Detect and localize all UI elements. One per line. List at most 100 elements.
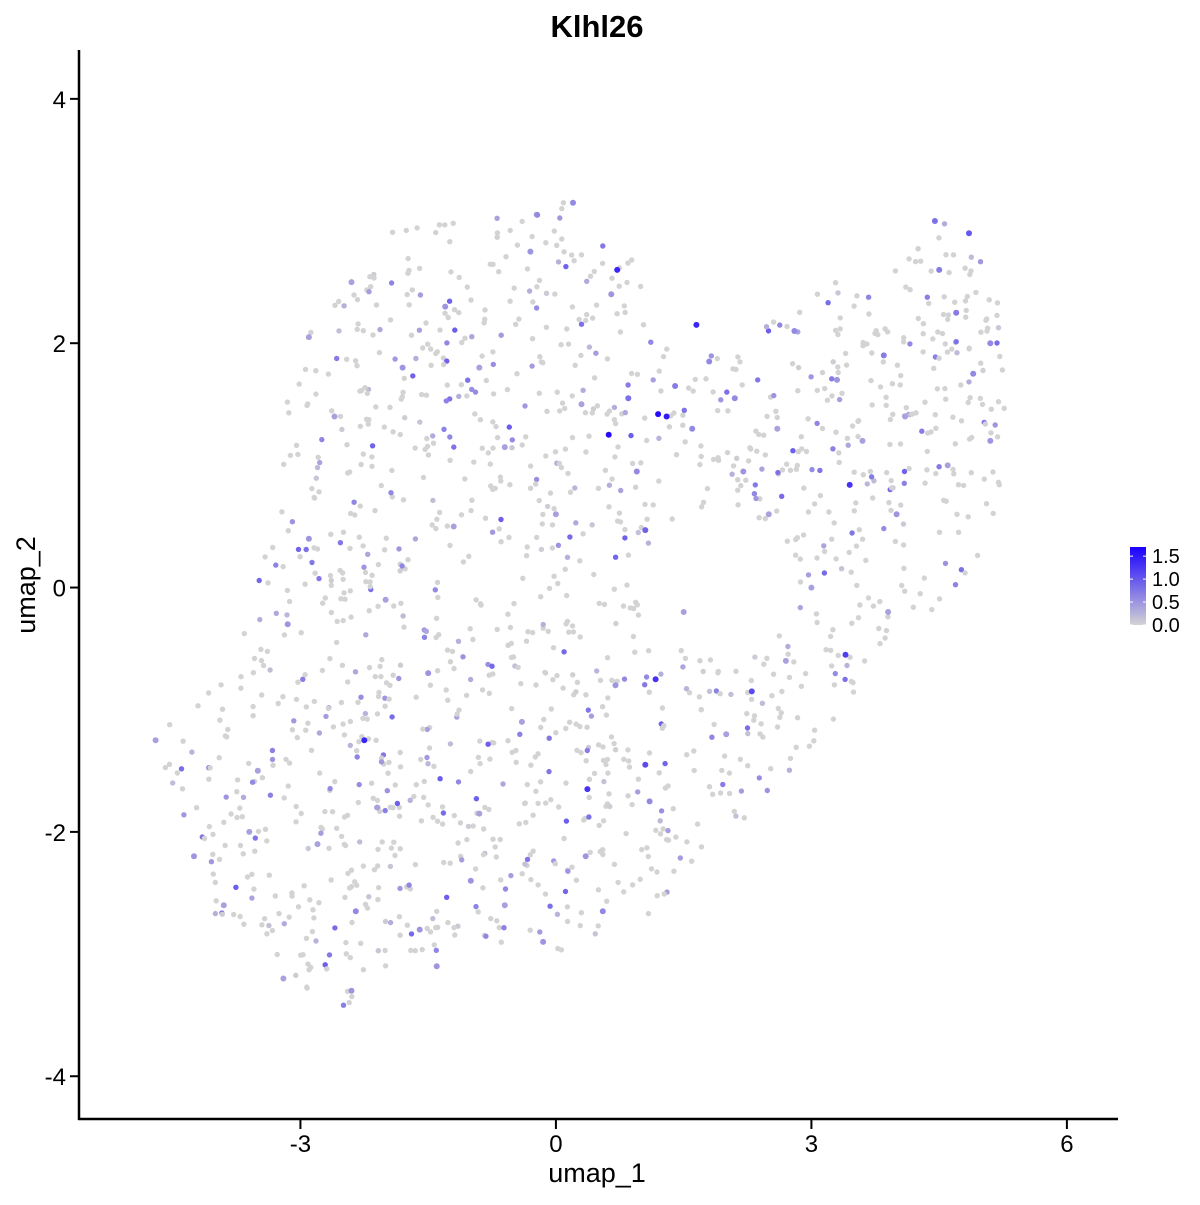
background-cell-point [494, 434, 501, 441]
background-cell-point [968, 470, 974, 476]
colorbar-legend: 1.51.00.50.0 [1130, 546, 1180, 637]
background-cell-point [524, 266, 531, 272]
background-cell-point [618, 487, 624, 494]
background-cell-point [206, 823, 213, 830]
background-cell-point [308, 329, 314, 336]
background-cell-point [464, 284, 470, 290]
background-cell-point [621, 889, 627, 895]
background-cell-point [555, 945, 561, 952]
background-cell-point [583, 692, 589, 698]
background-cell-point [337, 540, 344, 546]
background-cell-point [864, 341, 870, 347]
background-cell-point [468, 768, 474, 775]
background-cell-point [826, 509, 832, 515]
background-cell-point [561, 649, 567, 655]
background-cell-point [337, 413, 344, 420]
background-cell-point [821, 543, 827, 549]
background-cell-point [646, 689, 652, 695]
background-cell-point [509, 437, 515, 443]
data-point [348, 987, 355, 994]
background-cell-point [774, 414, 780, 421]
background-cell-point [509, 445, 515, 451]
background-cell-point [650, 502, 656, 508]
background-cell-point [518, 680, 524, 687]
background-cell-point [508, 654, 515, 661]
background-cell-point [533, 682, 539, 688]
background-cell-point [316, 730, 323, 736]
background-cell-point [665, 783, 671, 789]
background-cell-point [811, 727, 818, 733]
background-cell-point [428, 362, 434, 368]
background-cell-point [536, 277, 543, 284]
background-cell-point [829, 393, 835, 399]
background-cell-point [489, 529, 496, 535]
background-cell-point [342, 894, 348, 901]
y-tick-label: 2 [53, 331, 66, 358]
background-cell-point [174, 770, 180, 776]
background-cell-point [915, 315, 921, 322]
background-cell-point [206, 776, 212, 782]
background-cell-point [853, 500, 859, 506]
background-cell-point [595, 923, 601, 929]
background-cell-point [527, 927, 533, 933]
background-cell-point [902, 588, 908, 594]
background-cell-point [569, 623, 576, 629]
background-cell-point [950, 466, 956, 473]
data-point [476, 810, 483, 817]
background-cell-point [851, 303, 857, 309]
background-cell-point [507, 227, 513, 234]
background-cell-point [774, 508, 780, 514]
data-point [501, 902, 508, 909]
background-cell-point [420, 345, 426, 351]
background-cell-point [612, 454, 618, 460]
background-cell-point [166, 761, 173, 767]
background-cell-point [929, 606, 935, 613]
background-cell-point [329, 809, 336, 815]
background-cell-point [450, 220, 456, 226]
background-cell-point [935, 329, 941, 335]
background-cell-point [604, 655, 611, 661]
background-cell-point [888, 507, 894, 514]
background-cell-point [844, 435, 851, 441]
background-cell-point [399, 563, 405, 569]
background-cell-point [265, 580, 271, 586]
data-point [791, 328, 798, 334]
background-cell-point [293, 803, 299, 810]
background-cell-point [347, 588, 353, 594]
background-cell-point [563, 263, 569, 270]
background-cell-point [281, 921, 287, 927]
background-cell-point [589, 315, 596, 321]
background-cell-point [483, 933, 489, 939]
background-cell-point [398, 600, 404, 606]
background-cell-point [1001, 405, 1007, 411]
data-point [774, 425, 781, 432]
background-cell-point [784, 323, 790, 330]
background-cell-point [635, 789, 641, 795]
background-cell-point [661, 723, 667, 729]
background-cell-point [738, 482, 744, 489]
background-cell-point [513, 759, 519, 765]
background-cell-point [621, 676, 628, 682]
background-cell-point [967, 395, 973, 401]
background-cell-point [360, 715, 366, 722]
background-cell-point [563, 780, 569, 786]
background-cell-point [845, 442, 851, 448]
background-cell-point [564, 592, 570, 599]
data-point [570, 199, 576, 206]
background-cell-point [797, 579, 804, 585]
background-cell-point [933, 470, 939, 477]
background-cell-point [560, 200, 567, 206]
background-cell-point [533, 788, 539, 794]
background-cell-point [797, 556, 803, 562]
background-cell-point [932, 412, 938, 418]
background-cell-point [517, 731, 523, 737]
background-cell-point [339, 662, 346, 668]
background-cell-point [921, 575, 927, 581]
background-cell-point [822, 385, 828, 392]
background-cell-point [345, 679, 351, 685]
background-cell-point [375, 846, 381, 853]
background-cell-point [397, 764, 404, 770]
background-cell-point [430, 915, 436, 922]
background-cell-point [751, 713, 758, 719]
background-cell-point [680, 422, 686, 428]
